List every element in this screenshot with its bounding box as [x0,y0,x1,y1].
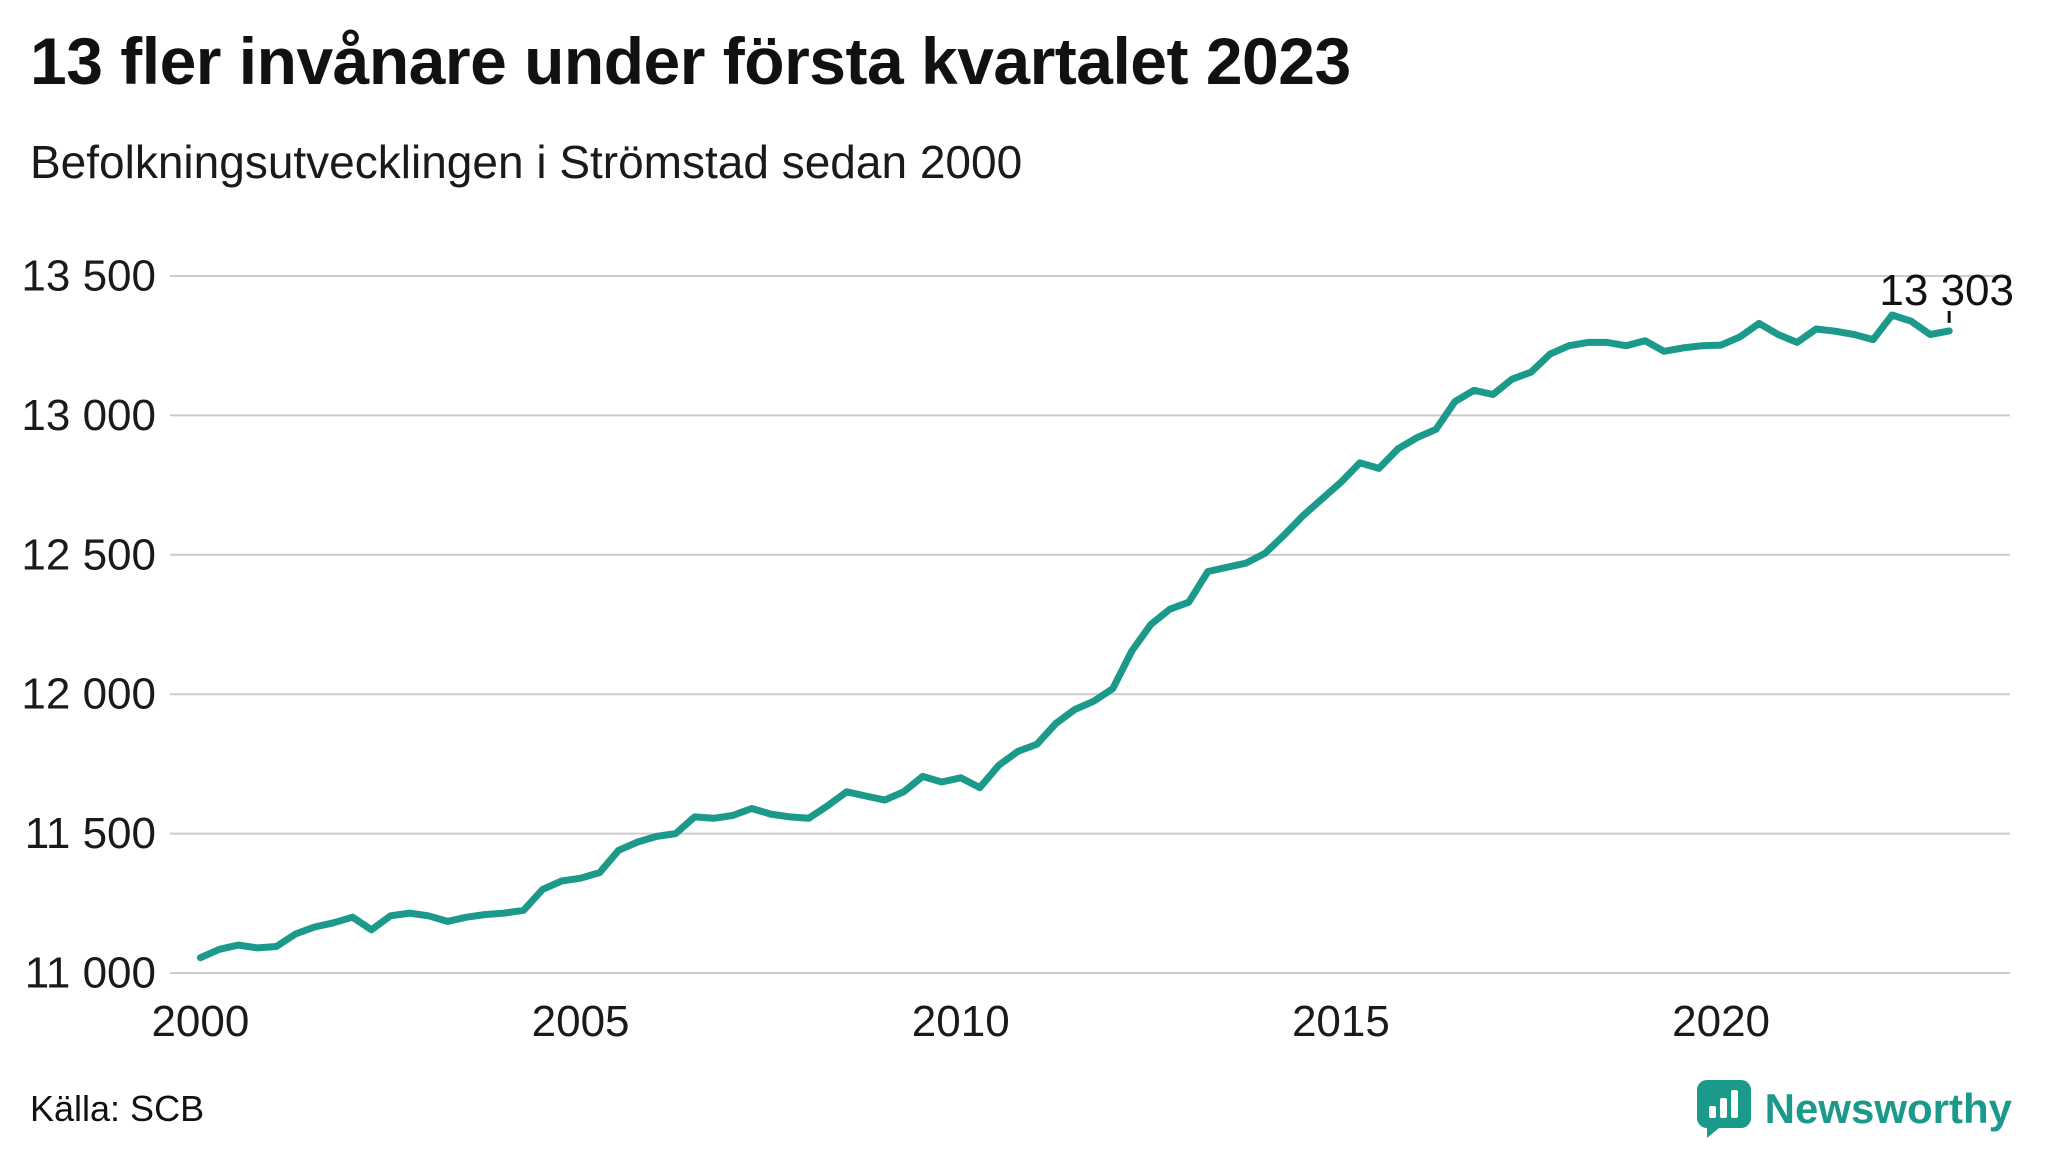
x-tick-label: 2015 [1292,997,1390,1046]
chart-footer: Källa: SCB Newsworthy [30,1080,2012,1138]
chart-title: 13 fler invånare under första kvartalet … [30,24,1351,98]
chart-subtitle: Befolkningsutvecklingen i Strömstad seda… [30,136,1023,189]
y-tick-label: 13 000 [21,391,156,440]
series-line [196,311,1953,962]
chart-header: 13 fler invånare under första kvartalet … [0,0,2048,189]
y-tick-label: 11 000 [25,949,156,998]
newsworthy-icon [1696,1080,1751,1138]
endpoint-annotation: 13 303 [1879,266,2014,315]
brand-wordmark: Newsworthy [1764,1085,2012,1132]
line-chart: 11 000 11 500 12 000 12 500 13 000 13 500 2000… [21,252,2014,1047]
y-tick-label: 12 500 [21,530,156,579]
y-tick-label: 12 000 [21,670,156,719]
x-tick-label: 2000 [151,997,249,1046]
x-tick-label: 2005 [532,997,630,1046]
y-tick-label: 13 500 [21,252,156,301]
brand-logo: Newsworthy [1696,1080,2012,1138]
source-note: Källa: SCB [30,1088,205,1129]
x-tick-label: 2010 [912,997,1010,1046]
x-tick-label: 2020 [1672,997,1770,1046]
y-tick-label: 11 500 [25,809,156,858]
